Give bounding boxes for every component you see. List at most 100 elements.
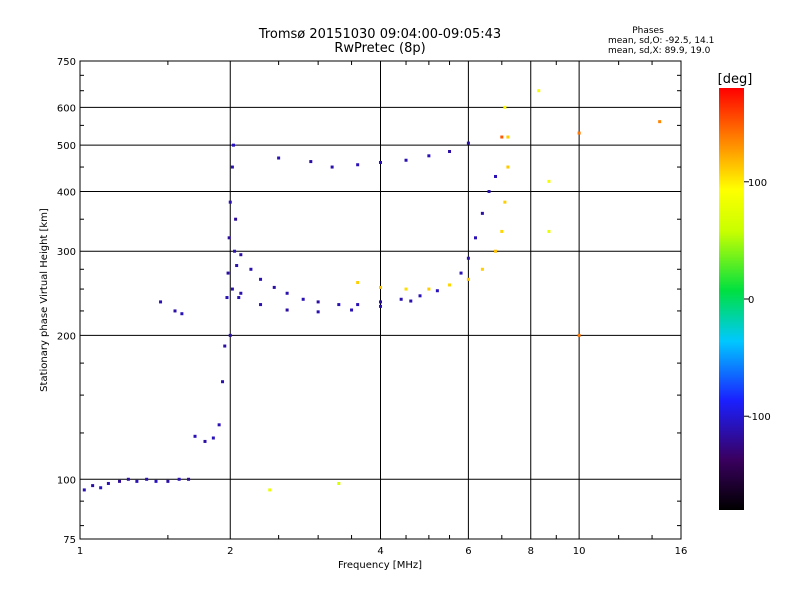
- data-point: [106, 481, 110, 485]
- data-point: [379, 285, 382, 289]
- data-point: [301, 297, 305, 301]
- data-point: [239, 253, 243, 257]
- x-tick-label: 6: [465, 546, 471, 557]
- data-point: [226, 271, 230, 275]
- data-point: [506, 135, 510, 139]
- data-point: [225, 296, 229, 300]
- data-point: [234, 217, 238, 221]
- y-axis-label: Stationary phase Virtual Height [km]: [39, 208, 50, 392]
- x-axis-label: Frequency [MHz]: [338, 560, 422, 571]
- data-point: [154, 479, 158, 483]
- data-point: [337, 481, 341, 485]
- data-point: [337, 303, 341, 307]
- data-point: [503, 105, 507, 109]
- data-point: [409, 299, 413, 303]
- data-point: [99, 486, 103, 490]
- data-point: [309, 160, 313, 164]
- data-point: [500, 229, 504, 233]
- colorbar-tick-label: 100: [748, 178, 767, 189]
- x-tick-label: 10: [573, 546, 586, 557]
- colorbar-label: [deg]: [718, 72, 753, 87]
- data-point: [277, 156, 281, 160]
- data-point: [249, 267, 253, 271]
- y-tick-label: 500: [57, 141, 76, 152]
- y-tick-label: 400: [57, 187, 76, 198]
- colorbar: [719, 88, 744, 510]
- data-point: [145, 477, 149, 481]
- data-point: [466, 277, 470, 281]
- data-point: [435, 289, 439, 293]
- data-point: [418, 294, 422, 298]
- data-point: [221, 380, 225, 384]
- data-point: [500, 135, 504, 139]
- data-point: [404, 287, 408, 291]
- data-point: [399, 297, 403, 301]
- data-point: [180, 312, 184, 316]
- data-point: [233, 249, 237, 253]
- data-point: [285, 308, 289, 312]
- y-tick-label: 600: [57, 103, 76, 114]
- data-point: [228, 333, 232, 337]
- data-point: [427, 154, 431, 158]
- data-point: [268, 488, 272, 492]
- phase-stats-heading: Phases: [632, 26, 664, 36]
- y-tick-label: 75: [63, 535, 76, 546]
- chart-subtitle: RwPretec (8p): [334, 41, 425, 56]
- data-point: [237, 296, 241, 300]
- data-point: [356, 163, 360, 167]
- data-point: [230, 287, 234, 291]
- data-point: [230, 165, 234, 169]
- x-tick-label: 2: [227, 546, 233, 557]
- data-point: [239, 291, 243, 295]
- y-tick-label: 100: [57, 475, 76, 486]
- data-point: [173, 309, 177, 313]
- data-point: [448, 283, 452, 287]
- y-tick-label: 750: [57, 57, 76, 68]
- data-point: [91, 484, 95, 488]
- data-point: [379, 304, 382, 308]
- data-point: [316, 300, 320, 304]
- data-point: [330, 165, 334, 169]
- x-tick-label: 1: [77, 546, 83, 557]
- data-point: [217, 423, 221, 427]
- x-tick-label: 8: [528, 546, 534, 557]
- data-point: [135, 479, 139, 483]
- data-point: [503, 200, 507, 204]
- data-point: [466, 141, 470, 145]
- colorbar-tick-label: 0: [748, 295, 754, 306]
- data-point: [126, 477, 130, 481]
- data-point: [537, 89, 541, 93]
- data-point: [547, 179, 551, 183]
- colorbar-ticks: 100 0 -100: [744, 178, 771, 423]
- data-point: [82, 488, 86, 492]
- data-point: [231, 143, 235, 147]
- data-point: [228, 200, 232, 204]
- chart-title: Tromsø 20151030 09:04:00-09:05:43: [258, 27, 501, 42]
- x-tick-label: 16: [675, 546, 688, 557]
- y-axis-ticks: 75 100 200 300 400 500 600 750: [57, 57, 681, 546]
- data-point: [285, 291, 289, 295]
- data-point: [272, 285, 276, 289]
- data-point: [379, 300, 382, 304]
- data-point: [203, 439, 207, 443]
- y-tick-label: 200: [57, 331, 76, 342]
- data-point: [356, 303, 360, 307]
- x-axis-ticks: 1 2 4 6 8 10 16: [77, 61, 688, 557]
- data-point: [259, 277, 263, 281]
- colorbar-tick-label: -100: [748, 412, 771, 423]
- data-point: [211, 436, 215, 440]
- data-point: [577, 131, 581, 135]
- data-point: [547, 229, 551, 233]
- phase-stats-x: mean, sd,X: 89.9, 19.0: [608, 46, 711, 56]
- data-point: [473, 236, 477, 240]
- data-point: [379, 160, 382, 164]
- data-point: [404, 158, 408, 162]
- data-point: [316, 310, 320, 314]
- data-point: [506, 165, 510, 169]
- data-point: [187, 477, 191, 481]
- data-point: [166, 479, 170, 483]
- data-point: [448, 149, 452, 153]
- data-point: [427, 287, 431, 291]
- phase-stats-o: mean, sd,O: -92.5, 14.1: [608, 36, 714, 46]
